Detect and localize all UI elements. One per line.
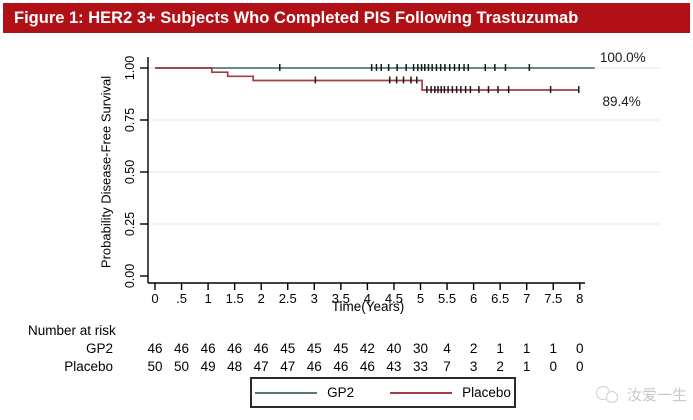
legend-entry-placebo: Placebo [390,385,511,400]
risk-value: 42 [359,341,375,356]
risk-value: 46 [174,341,190,356]
watermark: 汝爱一生 [595,384,687,405]
risk-value: 47 [280,359,296,374]
y-tick-label: 0.25 [123,212,137,236]
x-tick-label: 7 [523,291,530,306]
risk-value: 46 [147,341,163,356]
figure-title-bar: Figure 1: HER2 3+ Subjects Who Completed… [3,3,690,33]
x-tick-label: 1.5 [226,291,244,306]
watermark-logo-icon [595,385,622,404]
x-tick-label: 4.5 [385,291,403,306]
risk-row-label-gp2: GP2 [85,341,113,356]
x-tick-label: 7.5 [544,291,562,306]
x-tick-label: 8 [576,291,583,306]
x-tick-label: 6 [470,291,477,306]
legend-box: GP2 Placebo [250,377,516,408]
final-survival-label: 89.4% [602,94,640,109]
risk-table-title: Number at risk [28,323,116,338]
y-axis-label: Probability Disease-Free Survival [98,75,114,269]
risk-value: 0 [549,359,557,374]
x-tick-label: 3 [311,291,318,306]
risk-value: 4 [443,341,451,356]
risk-value: 1 [522,341,531,356]
figure-title: Figure 1: HER2 3+ Subjects Who Completed… [14,9,579,27]
risk-value: 0 [576,359,584,374]
y-tick-label: 0.50 [123,160,137,184]
risk-value: 45 [280,341,296,356]
risk-value: 43 [386,359,402,374]
y-tick-label: 0.75 [123,108,137,132]
risk-value: 30 [412,341,429,356]
x-tick-label: 2.5 [279,291,297,306]
x-tick-label: 5.5 [438,291,456,306]
placebo-line-swatch [390,391,453,394]
x-axis-label: Time(Years) [331,299,405,314]
risk-value: 1 [549,341,557,356]
risk-value: 33 [412,359,429,374]
legend-label-placebo: Placebo [462,385,511,400]
risk-row-label-placebo: Placebo [64,359,113,374]
risk-value: 45 [333,341,349,356]
risk-value: 1 [522,359,531,374]
legend-entry-gp2: GP2 [255,385,354,400]
risk-value: 48 [227,359,243,374]
risk-value: 46 [200,341,216,356]
x-tick-label: 3.5 [332,291,350,306]
risk-value: 46 [306,359,322,374]
risk-value: 7 [443,359,451,374]
risk-value: 2 [496,359,504,374]
risk-value: 49 [200,359,216,374]
watermark-text: 汝爱一生 [626,387,687,404]
risk-value: 1 [496,341,504,356]
x-tick-label: 4 [364,291,371,306]
risk-value: 0 [576,341,584,356]
y-tick-label: 0.00 [123,264,137,288]
final-survival-label: 100.0% [600,50,646,65]
x-tick-label: 5 [417,291,424,306]
x-tick-label: 2 [258,291,265,306]
risk-value: 2 [469,341,478,356]
risk-value: 3 [469,359,478,374]
risk-value: 50 [174,359,190,374]
risk-value: 46 [333,359,349,374]
risk-value: 46 [253,341,269,356]
km-curve-placebo [155,67,579,91]
x-tick-label: .5 [176,291,187,306]
risk-value: 46 [227,341,243,356]
legend-label-gp2: GP2 [327,385,355,400]
risk-value: 47 [253,359,269,374]
gp2-line-swatch [255,391,318,394]
risk-value: 50 [147,359,163,374]
risk-value: 45 [306,341,322,356]
risk-value: 40 [386,341,402,356]
risk-value: 46 [359,359,375,374]
x-tick-label: 0 [151,291,158,306]
x-tick-label: 6.5 [491,291,509,306]
y-tick-label: 1.00 [123,56,137,80]
x-tick-label: 1 [204,291,211,306]
